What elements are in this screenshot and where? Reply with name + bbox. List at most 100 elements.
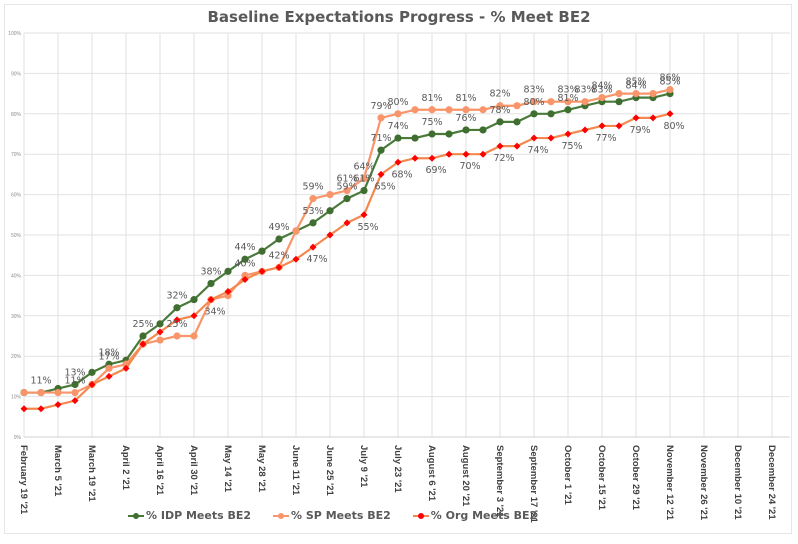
data-point: [326, 231, 334, 239]
data-point: [649, 90, 657, 98]
data-point: [326, 207, 334, 215]
data-point: [496, 142, 504, 150]
x-tick-label: August 20 '21: [460, 445, 471, 507]
data-label: 86%: [659, 73, 680, 84]
data-point: [547, 110, 555, 118]
data-label: 64%: [353, 161, 374, 172]
data-point: [377, 146, 385, 154]
data-label: 80%: [663, 121, 684, 132]
data-point: [258, 247, 266, 255]
data-point: [547, 134, 555, 142]
legend-label-sp: % SP Meets BE2: [291, 509, 391, 522]
data-point: [394, 158, 402, 166]
x-tick-label: September 17 '21: [528, 445, 539, 523]
data-point: [343, 186, 351, 195]
series-line: [24, 88, 671, 394]
data-point: [173, 332, 181, 340]
data-label: 85%: [659, 77, 680, 88]
y-tick-label: 0%: [14, 435, 22, 441]
data-point: [156, 336, 164, 344]
data-point: [649, 114, 657, 122]
x-tick-label: May 14 '21: [222, 445, 233, 493]
data-label: 83%: [591, 85, 612, 96]
data-label: 70%: [459, 161, 480, 172]
data-point: [564, 130, 572, 138]
data-point: [71, 380, 79, 389]
data-point: [156, 320, 164, 328]
legend-item-org[interactable]: % Org Meets BE2: [412, 509, 537, 522]
data-label: 83%: [523, 85, 544, 96]
data-point: [241, 275, 249, 283]
data-label: 71%: [370, 133, 391, 144]
x-tick-label: August 6 '21: [426, 445, 437, 502]
data-point: [615, 98, 623, 106]
data-point: [88, 368, 96, 376]
y-tick-label: 30%: [11, 314, 22, 320]
data-label: 11%: [30, 376, 51, 387]
legend-item-sp[interactable]: % SP Meets BE2: [273, 509, 391, 522]
data-point: [377, 170, 385, 178]
legend: % IDP Meets BE2 % SP Meets BE2 % Org Mee…: [128, 509, 537, 522]
data-label: 40%: [234, 258, 255, 269]
data-label: 80%: [387, 97, 408, 108]
chart-frame: [4, 4, 792, 534]
data-label: 68%: [391, 169, 412, 180]
y-tick-label: 60%: [11, 193, 22, 199]
data-label: 84%: [591, 81, 612, 92]
x-tick-label: March 5 '21: [52, 445, 63, 497]
x-tick-label: December 24 '21: [766, 445, 777, 520]
data-label: 53%: [302, 206, 323, 217]
data-label: 74%: [527, 145, 548, 156]
data-point: [224, 292, 232, 300]
data-point: [122, 364, 130, 372]
data-point: [173, 316, 181, 324]
y-tick-label: 80%: [11, 112, 22, 118]
data-point: [530, 134, 538, 142]
data-label: 75%: [421, 117, 442, 128]
data-point: [479, 106, 487, 114]
data-point: [241, 255, 249, 263]
data-point: [513, 118, 521, 126]
data-point: [513, 102, 521, 110]
legend-item-idp[interactable]: % IDP Meets BE2: [128, 509, 251, 522]
x-tick-label: October 15 '21: [596, 445, 607, 511]
x-tick-label: April 30 '21: [188, 445, 199, 496]
data-point: [598, 94, 606, 102]
data-point: [343, 195, 351, 203]
data-label: 59%: [336, 182, 357, 193]
data-point: [530, 110, 538, 118]
data-label: 25%: [166, 319, 187, 330]
y-tick-label: 40%: [11, 273, 22, 279]
data-label: 17%: [98, 351, 119, 362]
x-tick-label: April 2 '21: [120, 445, 131, 491]
legend-swatch-sp: [273, 512, 290, 520]
data-point: [394, 134, 402, 142]
data-point: [462, 106, 470, 114]
data-point: [258, 267, 266, 275]
x-tick-label: May 28 '21: [256, 445, 267, 493]
data-point: [666, 110, 674, 118]
series-group: [20, 85, 674, 413]
y-axis-ticks: 0% 10% 20% 30% 40% 50% 60% 70% 80% 90% 100%: [8, 31, 21, 441]
data-label: 61%: [353, 174, 374, 185]
data-point: [666, 85, 674, 94]
data-point: [37, 405, 45, 413]
data-point: [71, 388, 79, 397]
data-labels: 11%13%18%25%32%38%44%49%53%59%61%71%74% 7…: [30, 73, 684, 387]
data-point: [241, 271, 249, 279]
data-point: [411, 106, 419, 114]
gridlines: [23, 32, 790, 438]
x-tick-label: October 29 '21: [630, 445, 641, 511]
series-line: [24, 92, 671, 394]
data-label: 34%: [204, 307, 225, 318]
data-label: 80%: [523, 97, 544, 108]
data-point: [343, 219, 351, 227]
data-point: [224, 267, 232, 275]
x-tick-label: November 12 '21: [664, 445, 675, 521]
data-label: 79%: [370, 101, 391, 112]
data-point: [530, 98, 538, 106]
data-label: 75%: [561, 141, 582, 152]
data-label: 47%: [306, 254, 327, 265]
data-point: [54, 388, 62, 397]
data-point: [105, 364, 113, 372]
